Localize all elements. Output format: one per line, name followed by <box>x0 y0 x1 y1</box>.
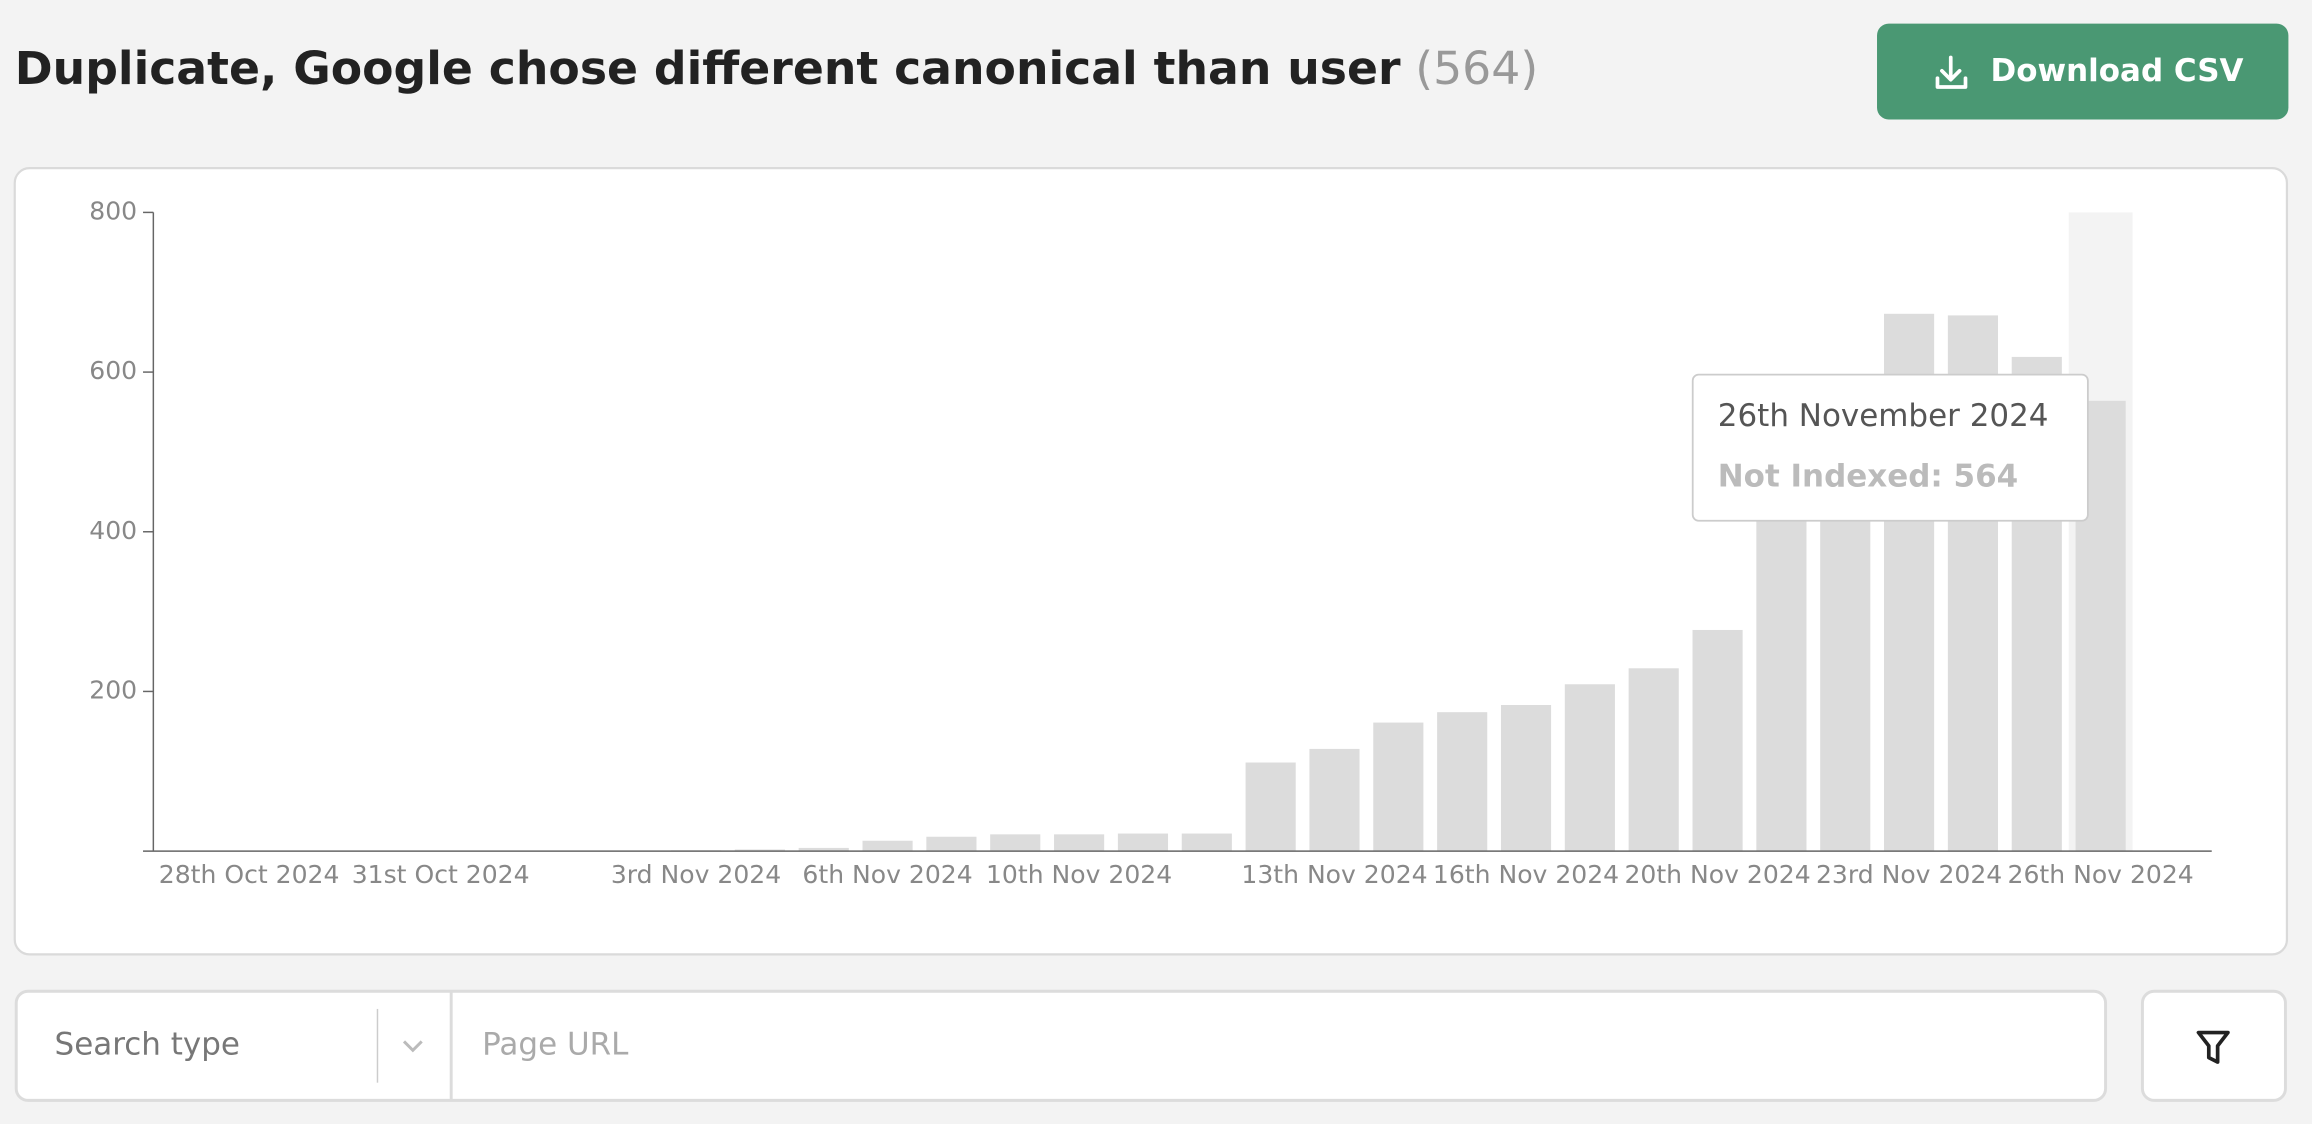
bar <box>1564 684 1615 852</box>
x-tick-label: 23rd Nov 2024 <box>1816 860 2002 889</box>
y-tick-label: 600 <box>89 356 137 385</box>
bar <box>1054 834 1105 852</box>
tooltip-text: Not Indexed: 564 <box>1718 458 2018 494</box>
tooltip-title: 26th November 2024 <box>1718 398 2049 434</box>
y-tick-label: 400 <box>89 516 137 545</box>
bar <box>862 840 913 852</box>
button-label[interactable]: Download CSV <box>1991 53 2244 89</box>
x-tick-label: 26th Nov 2024 <box>2008 860 2194 889</box>
filter-button[interactable] <box>2140 989 2287 1102</box>
bar <box>798 847 849 852</box>
bar <box>1437 712 1488 852</box>
x-tick-label: 31st Oct 2024 <box>352 860 530 889</box>
chevron[interactable] <box>402 1040 423 1053</box>
download-icon <box>1935 55 1968 89</box>
bar <box>1117 833 1169 852</box>
x-tick-label: 10th Nov 2024 <box>986 860 1172 889</box>
x-tick-label: 13th Nov 2024 <box>1241 860 1427 889</box>
bar <box>990 834 1041 852</box>
tooltip-box <box>1691 373 2089 522</box>
bar <box>1756 475 1807 852</box>
search-box[interactable] <box>14 989 2108 1102</box>
x-tick-label: 16th Nov 2024 <box>1433 860 1619 889</box>
search-type[interactable]: Search type <box>55 1026 240 1062</box>
y-tick-label: 200 <box>89 675 137 704</box>
title-text: Duplicate, Google chose different canoni… <box>15 41 1401 94</box>
bar <box>734 849 785 852</box>
filter-icon[interactable] <box>2196 1030 2230 1064</box>
bar <box>1500 705 1552 852</box>
bar <box>1692 629 1743 852</box>
plot: 200 400 600 800 28th Oct 2024 31st Oct 2024 3r… <box>89 196 2212 889</box>
bar <box>1373 722 1424 852</box>
x-tick-label: 28th Oct 2024 <box>159 860 340 889</box>
search-bar: Search type Page URL <box>14 989 2287 1102</box>
x-tick-label: 20th Nov 2024 <box>1624 860 1810 889</box>
y-tick-label: 800 <box>89 196 137 225</box>
bar <box>926 836 977 852</box>
bar <box>1181 833 1232 852</box>
x-tick-label: 6th Nov 2024 <box>802 860 972 889</box>
title-count: (564) <box>1415 41 1538 94</box>
bar <box>1628 668 1679 852</box>
x-tick-label: 3rd Nov 2024 <box>611 860 781 889</box>
bar <box>1245 762 1296 852</box>
download-button[interactable]: Download CSV <box>1877 23 2289 120</box>
url-input[interactable]: Page URL <box>482 1026 629 1062</box>
page-title: Duplicate, Google chose different canoni… <box>15 41 1538 94</box>
button-bg[interactable] <box>1877 23 2289 120</box>
bar <box>1309 748 1360 852</box>
